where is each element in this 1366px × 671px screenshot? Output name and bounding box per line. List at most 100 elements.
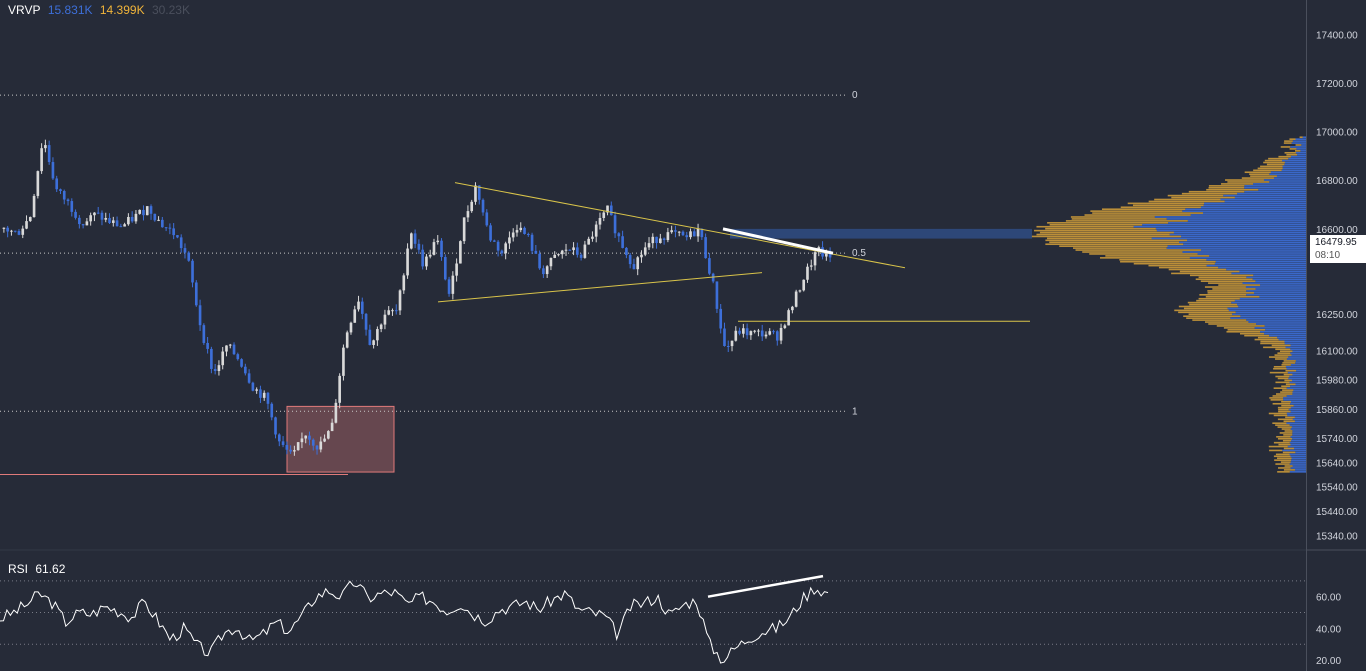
legend-indicator-name: VRVP bbox=[8, 3, 41, 17]
candle-body bbox=[130, 216, 134, 222]
vp-down-row bbox=[1241, 177, 1274, 179]
candle-body bbox=[511, 232, 515, 238]
candle-body bbox=[568, 249, 572, 251]
candle-body bbox=[394, 310, 398, 312]
candle-body bbox=[153, 213, 157, 221]
candle-body bbox=[74, 211, 77, 218]
vp-up-row bbox=[1255, 288, 1306, 290]
vp-up-row bbox=[1292, 434, 1306, 436]
candle-body bbox=[606, 205, 609, 213]
vp-up-row bbox=[1295, 360, 1306, 362]
vp-down-row bbox=[1278, 408, 1289, 411]
vp-down-row bbox=[1089, 253, 1198, 255]
vp-up-row bbox=[1282, 449, 1306, 452]
candle-body bbox=[217, 365, 221, 372]
vp-down-row bbox=[1285, 383, 1296, 386]
candle-body bbox=[651, 236, 655, 244]
vp-down-row bbox=[1208, 185, 1245, 187]
triangle-lower-trendline bbox=[437, 272, 763, 303]
vp-up-row bbox=[1273, 177, 1306, 179]
candle-body bbox=[753, 330, 756, 332]
price-tick-label-2: 17000.00 bbox=[1316, 128, 1358, 139]
vp-down-row bbox=[1205, 295, 1260, 298]
drawing-rectangles[interactable] bbox=[0, 228, 1032, 475]
candle-body bbox=[730, 340, 734, 347]
vp-down-row bbox=[1181, 192, 1238, 195]
vp-up-row bbox=[1290, 344, 1306, 347]
vp-up-row bbox=[1215, 260, 1306, 263]
price-axis[interactable]: 17400.00 17200.00 17000.00 16800.00 16600.00… bbox=[1306, 0, 1366, 671]
candle-body bbox=[202, 325, 206, 343]
candle-body bbox=[410, 233, 413, 249]
vp-down-row bbox=[1045, 239, 1188, 242]
candle-body bbox=[425, 256, 428, 267]
vp-up-row bbox=[1223, 194, 1306, 197]
vp-up-row bbox=[1295, 138, 1306, 140]
candle-body bbox=[647, 243, 651, 248]
vp-up-row bbox=[1187, 239, 1306, 242]
candle-body bbox=[127, 216, 130, 225]
candle-body bbox=[485, 212, 489, 226]
vp-down-row bbox=[1045, 243, 1184, 246]
candle-body bbox=[768, 331, 772, 335]
vp-up-row bbox=[1264, 325, 1306, 327]
vp-up-row bbox=[1239, 297, 1306, 300]
vp-down-row bbox=[1273, 414, 1288, 417]
trendlines[interactable] bbox=[437, 182, 906, 303]
candle-body bbox=[583, 244, 587, 258]
candle-body bbox=[745, 328, 749, 336]
candle-body bbox=[587, 238, 590, 245]
vp-up-row bbox=[1290, 402, 1306, 405]
vp-up-row bbox=[1295, 151, 1306, 154]
candle-body bbox=[293, 450, 296, 452]
vp-up-row bbox=[1237, 303, 1306, 306]
candle-body bbox=[134, 213, 138, 222]
candle-body bbox=[617, 233, 621, 237]
vp-up-row bbox=[1246, 319, 1306, 321]
vp-up-row bbox=[1151, 237, 1306, 240]
candle-body bbox=[266, 392, 270, 404]
vp-down-row bbox=[1283, 142, 1292, 144]
vp-up-row bbox=[1234, 196, 1306, 199]
vp-up-row bbox=[1290, 436, 1306, 438]
candle-body bbox=[285, 444, 289, 450]
candle-body bbox=[104, 218, 108, 220]
vp-up-row bbox=[1201, 249, 1306, 251]
candle-body bbox=[315, 445, 319, 450]
vp-up-row bbox=[1285, 365, 1306, 368]
candle-body bbox=[738, 330, 741, 334]
candle-body bbox=[123, 224, 126, 227]
vp-down-row bbox=[1148, 200, 1225, 203]
vp-up-row bbox=[1218, 266, 1306, 269]
vp-down-row bbox=[1272, 422, 1287, 425]
vp-down-row bbox=[1257, 336, 1278, 339]
price-tick-label-1: 17200.00 bbox=[1316, 79, 1358, 90]
vp-down-row bbox=[1260, 342, 1285, 345]
vp-up-row bbox=[1290, 410, 1306, 413]
vp-up-row bbox=[1293, 389, 1306, 391]
vp-up-row bbox=[1284, 342, 1306, 345]
candle-body bbox=[723, 328, 726, 347]
rsi-pane bbox=[0, 574, 1306, 664]
vp-up-row bbox=[1290, 146, 1306, 148]
candle-body bbox=[300, 438, 304, 443]
legend-total-volume: 30.23K bbox=[151, 3, 190, 17]
vp-down-row bbox=[1279, 350, 1293, 353]
candle-body bbox=[459, 241, 462, 264]
candle-body bbox=[157, 219, 160, 221]
vp-down-row bbox=[1284, 140, 1293, 142]
vp-down-row bbox=[1254, 338, 1279, 341]
candle-body bbox=[564, 249, 568, 251]
vp-up-row bbox=[1235, 311, 1306, 314]
vp-down-row bbox=[1277, 437, 1293, 440]
candle-body bbox=[625, 247, 628, 256]
vp-up-row bbox=[1260, 330, 1306, 333]
vp-up-row bbox=[1253, 274, 1306, 277]
candle-body bbox=[198, 305, 202, 326]
vp-down-row bbox=[1275, 424, 1290, 426]
vp-down-row bbox=[1277, 426, 1292, 428]
vp-up-row bbox=[1290, 467, 1306, 469]
vp-up-row bbox=[1255, 280, 1306, 282]
candle-body bbox=[496, 241, 500, 251]
